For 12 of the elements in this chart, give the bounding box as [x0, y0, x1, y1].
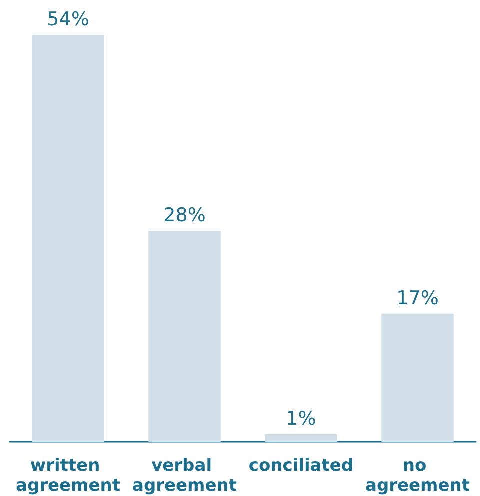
x-tick-label: conciliated: [248, 456, 354, 476]
bar: [148, 230, 221, 442]
x-tick-label: no agreement: [365, 456, 470, 496]
bar: [32, 35, 104, 442]
x-tick-label: written agreement: [16, 456, 121, 496]
bar: [382, 314, 454, 442]
data-label: 28%: [164, 204, 206, 226]
bar: [265, 434, 338, 442]
data-label: 54%: [47, 8, 90, 30]
x-tick-label: verbal agreement: [132, 456, 238, 496]
data-label: 17%: [396, 287, 439, 310]
data-label: 1%: [286, 408, 316, 430]
